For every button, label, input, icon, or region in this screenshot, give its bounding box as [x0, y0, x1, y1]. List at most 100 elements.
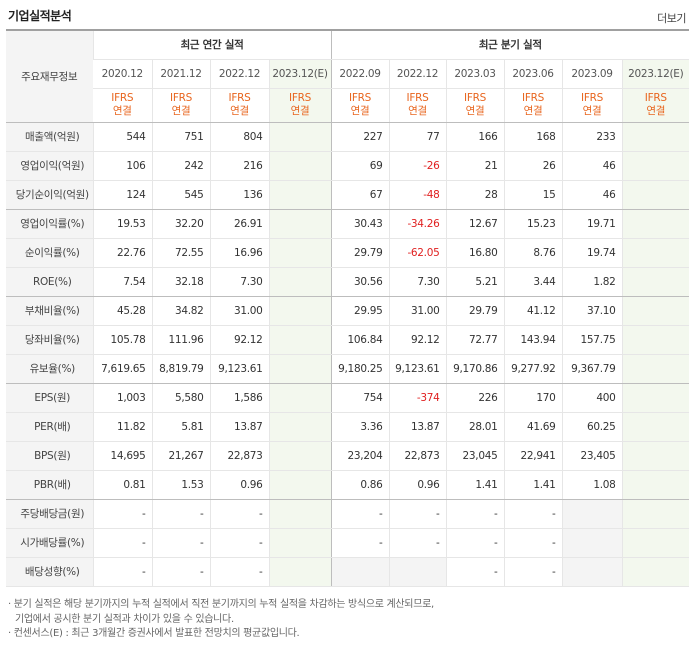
table-cell	[621, 267, 689, 297]
table-row: 시가배당률(%) - - - - - - -	[6, 528, 689, 558]
table-cell: 14,695	[92, 441, 152, 471]
ifrs-standard: IFRS	[522, 92, 544, 104]
table-cell	[621, 122, 689, 152]
table-cell: 60.25	[561, 412, 622, 442]
table-row: PBR(배) 0.81 1.53 0.96 0.86 0.96 1.41 1.41 1.08	[6, 470, 689, 500]
table-row: EPS(원) 1,003 5,580 1,586 754 -374 226 170 400	[6, 383, 689, 413]
table-cell: 754	[330, 383, 389, 413]
table-cell	[561, 557, 622, 587]
table-cell: 26	[503, 151, 562, 181]
footnote-consensus: · 컨센서스(E) : 최근 3개월간 증권사에서 발표한 전망치의 평균값입니…	[8, 628, 300, 639]
annual-group-header: 최근 연간 실적	[92, 30, 331, 60]
row-label: 영업이익(억원)	[6, 151, 93, 181]
table-cell: 21	[445, 151, 504, 181]
table-cell	[268, 267, 331, 297]
ifrs-label: IFRS 연결	[151, 88, 210, 123]
ifrs-standard: IFRS	[464, 92, 486, 104]
table-cell	[268, 180, 331, 210]
table-cell: 28	[445, 180, 504, 210]
ifrs-consolidated: 연결	[230, 105, 249, 117]
table-cell: -	[388, 499, 446, 529]
table-cell: 12.67	[445, 209, 504, 239]
table-cell: 22,873	[388, 441, 446, 471]
table-cell: 13.87	[209, 412, 269, 442]
footnotes: · 분기 실적은 해당 분기까지의 누적 실적에서 직전 분기까지의 누적 실적…	[8, 598, 434, 642]
table-cell: -	[92, 557, 152, 587]
table-cell	[621, 238, 689, 268]
quarter-group-header: 최근 분기 실적	[330, 30, 689, 60]
table-cell: 9,123.61	[209, 354, 269, 384]
table-cell	[268, 325, 331, 355]
period-header: 2023.09	[561, 59, 622, 89]
table-cell: 29.79	[445, 296, 504, 326]
table-cell: -	[445, 528, 504, 558]
table-cell: 1,586	[209, 383, 269, 413]
table-cell: 69	[330, 151, 389, 181]
table-cell: 67	[330, 180, 389, 210]
row-label: 순이익률(%)	[6, 238, 93, 268]
table-cell: 545	[151, 180, 210, 210]
table-cell: 227	[330, 122, 389, 152]
table-cell	[268, 209, 331, 239]
footnote-quarterly-cont: 기업에서 공시한 분기 실적과 차이가 있을 수 있습니다.	[15, 613, 234, 625]
ifrs-standard: IFRS	[170, 92, 192, 104]
table-cell: 23,045	[445, 441, 504, 471]
table-cell: 15	[503, 180, 562, 210]
ifrs-consolidated: 연결	[171, 105, 191, 117]
table-cell: 1.41	[503, 470, 562, 500]
table-cell	[268, 470, 331, 500]
table-cell: -374	[388, 383, 446, 413]
table-cell: 22,873	[209, 441, 269, 471]
ifrs-standard: IFRS	[349, 92, 371, 104]
table-cell: 5,580	[151, 383, 210, 413]
table-cell	[561, 499, 622, 529]
table-cell	[621, 180, 689, 210]
table-cell: 0.96	[388, 470, 446, 500]
table-cell: 31.00	[388, 296, 446, 326]
table-row: 순이익률(%) 22.76 72.55 16.96 29.79 -62.05 16.80 8.…	[6, 238, 689, 268]
table-cell: 5.81	[151, 412, 210, 442]
table-cell: 30.43	[330, 209, 389, 239]
table-cell: 7.30	[209, 267, 269, 297]
corner-label: 주요재무정보	[6, 30, 93, 123]
row-label: 부채비율(%)	[6, 296, 93, 326]
table-cell: 9,180.25	[330, 354, 389, 384]
table-cell: 170	[503, 383, 562, 413]
table-cell: 28.01	[445, 412, 504, 442]
table-cell: 77	[388, 122, 446, 152]
ifrs-standard: IFRS	[644, 92, 667, 104]
table-cell	[268, 238, 331, 268]
table-row: 당기순이익(억원) 124 545 136 67 -48 28 15 46	[6, 180, 689, 210]
table-cell	[621, 209, 689, 239]
table-row: BPS(원) 14,695 21,267 22,873 23,204 22,873 23,0…	[6, 441, 689, 471]
footnote-quarterly: · 분기 실적은 해당 분기까지의 누적 실적에서 직전 분기까지의 누적 실적…	[8, 599, 434, 610]
row-label: EPS(원)	[6, 383, 93, 413]
table-cell: 41.12	[503, 296, 562, 326]
table-cell: 92.12	[209, 325, 269, 355]
table-cell: -	[92, 499, 152, 529]
row-label: 당좌비율(%)	[6, 325, 93, 355]
table-cell	[621, 296, 689, 326]
table-cell: -34.26	[388, 209, 446, 239]
row-label: 영업이익률(%)	[6, 209, 93, 239]
table-cell: 0.81	[92, 470, 152, 500]
table-row: 영업이익(억원) 106 242 216 69 -26 21 26 46	[6, 151, 689, 181]
table-cell: 19.71	[561, 209, 622, 239]
table-cell: 0.96	[209, 470, 269, 500]
ifrs-standard: IFRS	[289, 92, 311, 104]
more-link[interactable]: 더보기	[657, 12, 686, 25]
table-cell: 106.84	[330, 325, 389, 355]
table-cell: 9,277.92	[503, 354, 562, 384]
ifrs-label: IFRS 연결	[93, 88, 152, 123]
table-cell: 72.55	[151, 238, 210, 268]
table-cell: 22,941	[503, 441, 562, 471]
table-cell: -	[92, 528, 152, 558]
period-header: 2023.12(E)	[268, 59, 331, 89]
table-cell: 3.36	[330, 412, 389, 442]
table-cell: 166	[445, 122, 504, 152]
table-cell: 106	[92, 151, 152, 181]
table-cell	[268, 122, 331, 152]
ifrs-label: IFRS 연결	[330, 88, 389, 123]
section-title: 기업실적분석	[8, 9, 72, 23]
ifrs-label: IFRS 연결	[621, 88, 689, 123]
